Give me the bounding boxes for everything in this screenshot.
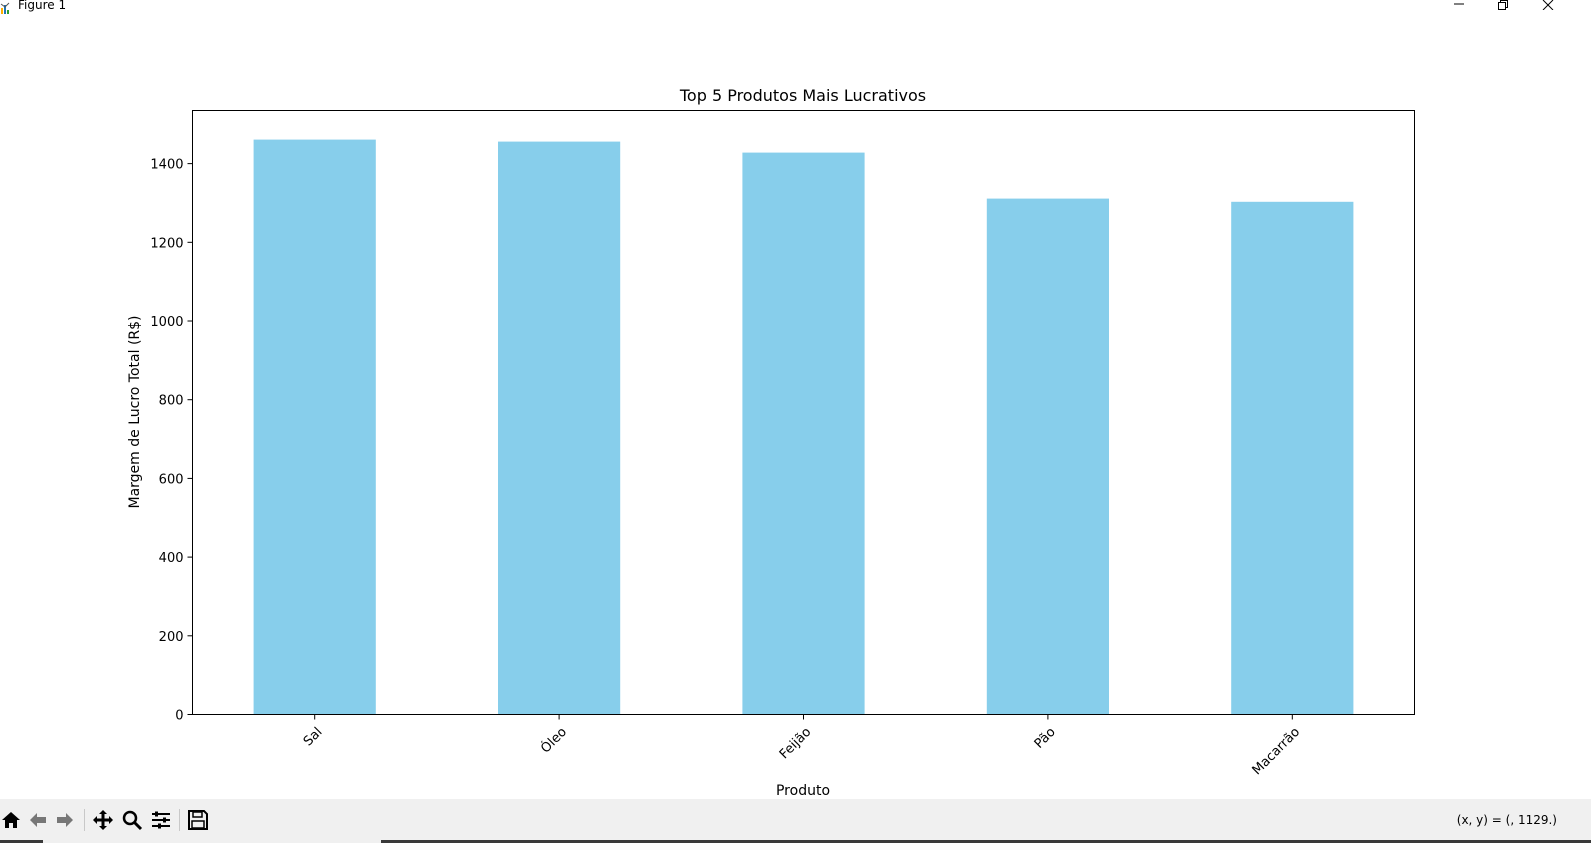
y-axis: 0 200 400 600 800 1000 1200 1400 <box>150 158 193 724</box>
y-tick-label: 800 <box>159 394 184 409</box>
y-tick-label: 1400 <box>150 158 183 173</box>
bars-group <box>253 139 1354 715</box>
x-tick-label: Sal <box>301 725 326 750</box>
save-icon <box>188 810 208 830</box>
forward-arrow-icon <box>57 813 73 827</box>
pan-icon <box>93 810 113 830</box>
x-tick-label: Feijão <box>777 725 814 762</box>
bar-2 <box>742 152 865 715</box>
y-tick-label: 200 <box>159 630 184 645</box>
y-tick-label: 1000 <box>150 315 183 330</box>
bar-4 <box>1231 201 1354 715</box>
y-tick-label: 1200 <box>150 236 183 251</box>
home-icon <box>2 812 20 828</box>
y-tick-label: 600 <box>159 472 184 487</box>
pan-button[interactable] <box>90 807 116 833</box>
maximize-button[interactable] <box>1488 0 1518 14</box>
x-tick-label: Macarrão <box>1250 725 1304 779</box>
title-bar[interactable]: Figure 1 <box>0 0 1591 14</box>
x-axis-label: Produto <box>776 783 830 799</box>
close-button[interactable] <box>1533 0 1563 14</box>
x-tick-label: Óleo <box>538 724 570 756</box>
toolbar-separator <box>179 809 180 831</box>
toolbar-separator <box>84 809 85 831</box>
close-icon <box>1542 0 1554 10</box>
minimize-button[interactable] <box>1444 0 1474 14</box>
y-tick-label: 0 <box>175 709 183 724</box>
y-tick-label: 400 <box>159 551 184 566</box>
taskbar-edge <box>381 840 1591 843</box>
x-axis: Sal Óleo Feijão Pão Macarrão <box>301 714 1304 779</box>
y-axis-label: Margem de Lucro Total (R$) <box>127 316 143 509</box>
bar-1 <box>498 141 621 715</box>
bar-0 <box>253 139 376 715</box>
configure-subplots-button[interactable] <box>148 807 174 833</box>
forward-button[interactable] <box>52 807 78 833</box>
save-button[interactable] <box>185 807 211 833</box>
x-tick-label: Pão <box>1032 725 1059 752</box>
restore-icon <box>1498 0 1508 10</box>
bar-3 <box>986 198 1109 715</box>
zoom-button[interactable] <box>119 807 145 833</box>
bar-chart: Top 5 Produtos Mais Lucrativos 0 200 400 60… <box>127 86 1415 799</box>
navigation-toolbar: (x, y) = (, 1129.) <box>0 799 1591 843</box>
matplotlib-icon <box>0 0 14 14</box>
zoom-icon <box>122 810 143 831</box>
coordinate-readout: (x, y) = (, 1129.) <box>1456 813 1557 827</box>
taskbar-edge <box>0 840 43 843</box>
back-button[interactable] <box>25 807 51 833</box>
home-button[interactable] <box>0 807 24 833</box>
back-arrow-icon <box>30 813 46 827</box>
minimize-icon <box>1454 3 1464 5</box>
window-title: Figure 1 <box>18 0 67 12</box>
subplots-icon <box>152 811 170 829</box>
plot-frame <box>192 110 1415 715</box>
figure-canvas[interactable]: Top 5 Produtos Mais Lucrativos 0 200 400 60… <box>0 14 1591 799</box>
chart-title: Top 5 Produtos Mais Lucrativos <box>679 86 926 105</box>
